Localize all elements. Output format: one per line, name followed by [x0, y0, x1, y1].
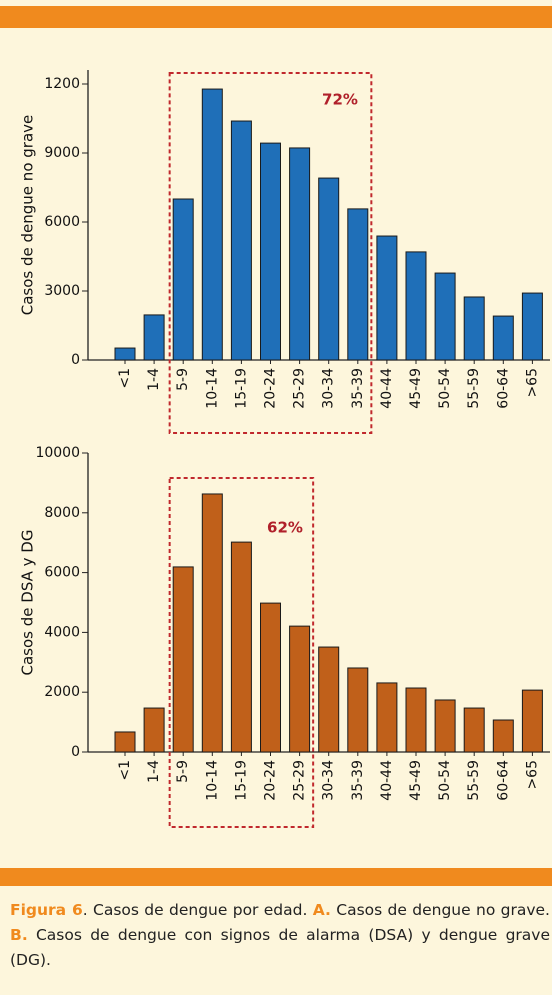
bar — [434, 699, 456, 753]
y-tick-label: 6000 — [44, 214, 80, 230]
caption-text: Casos de dengue con signos de alarma (DS… — [10, 926, 550, 969]
x-tick-label: 50-54 — [437, 760, 453, 801]
bar — [347, 208, 369, 361]
x-tick-label: 55-59 — [466, 760, 482, 801]
bar — [376, 235, 398, 361]
x-tick-label: 1-4 — [146, 368, 162, 391]
caption: Figura 6. Casos de dengue por edad. A. C… — [10, 898, 550, 973]
x-tick-label: 60-64 — [495, 760, 511, 801]
panel-label: B. — [10, 926, 28, 944]
y-axis-label: Casos de DSA y DG — [19, 530, 37, 676]
bar — [405, 687, 427, 753]
x-tick-label: 5-9 — [175, 760, 191, 783]
bar — [114, 731, 136, 753]
y-tick-label: 2000 — [44, 684, 80, 700]
bar — [492, 719, 514, 753]
bar — [434, 272, 456, 361]
bar — [172, 566, 194, 753]
bar — [289, 147, 311, 361]
bar — [405, 251, 427, 361]
top-band — [0, 6, 552, 28]
bar — [463, 296, 485, 361]
x-tick-label: 15-19 — [233, 760, 249, 801]
bar — [143, 314, 165, 361]
x-tick-label: 20-24 — [263, 368, 279, 409]
bar — [260, 602, 281, 753]
annotation: 62% — [267, 519, 303, 537]
bar — [230, 541, 252, 753]
caption-text: Casos de dengue no grave. — [330, 901, 550, 919]
bar — [463, 707, 485, 753]
y-tick-label: 3000 — [44, 283, 80, 299]
bar — [143, 707, 165, 753]
x-tick-label: 45-49 — [408, 760, 424, 801]
x-tick-label: 10-14 — [204, 760, 220, 801]
bar — [521, 292, 543, 361]
x-tick-label: 40-44 — [379, 368, 395, 409]
x-tick-label: 60-64 — [495, 368, 511, 409]
bar — [172, 198, 194, 361]
x-tick-label: 25-29 — [292, 368, 308, 409]
bar — [318, 646, 340, 753]
x-tick-label: >65 — [524, 760, 540, 790]
bar — [318, 177, 340, 361]
x-tick-label: 25-29 — [292, 760, 308, 801]
y-axis-label: Casos de dengue no grave — [19, 115, 37, 315]
x-tick-label: 15-19 — [233, 368, 249, 409]
y-tick-label: 4000 — [44, 624, 80, 640]
y-tick-label: 0 — [71, 744, 80, 760]
x-tick-label: >65 — [524, 368, 540, 398]
y-tick-label: 10000 — [35, 445, 80, 461]
chart: 0 3000 6000 9000 1200 Casos de dengue no grav… — [0, 6, 552, 886]
highlight-box — [168, 477, 315, 828]
bar — [521, 689, 543, 753]
x-tick-label: 40-44 — [379, 760, 395, 801]
y-tick-label: 8000 — [44, 505, 80, 521]
annotation: 72% — [322, 91, 358, 109]
x-tick-label: 35-39 — [350, 760, 366, 801]
y-tick-label: 9000 — [44, 145, 80, 161]
caption-text: . Casos de dengue por edad. — [82, 901, 313, 919]
x-tick-label: 30-34 — [321, 368, 337, 409]
panel-label: A. — [312, 901, 331, 919]
bar — [289, 625, 311, 753]
bar — [260, 142, 281, 361]
highlight-box — [168, 72, 373, 434]
x-tick-label: 50-54 — [437, 368, 453, 409]
bar — [376, 682, 398, 753]
x-tick-label: 5-9 — [175, 368, 191, 391]
x-tick-label: <1 — [117, 368, 133, 389]
x-tick-label: 10-14 — [204, 368, 220, 409]
x-tick-label: 20-24 — [263, 760, 279, 801]
figure-label: Figura 6 — [10, 901, 83, 919]
y-tick-label: 0 — [71, 352, 80, 368]
x-tick-label: 30-34 — [321, 760, 337, 801]
x-tick-label: 35-39 — [350, 368, 366, 409]
x-tick-label: 1-4 — [146, 760, 162, 783]
bar — [230, 120, 252, 361]
y-tick-label: 6000 — [44, 565, 80, 581]
bar — [492, 315, 514, 361]
bar — [201, 88, 223, 361]
x-tick-label: <1 — [117, 760, 133, 781]
y-tick-label: 1200 — [44, 76, 80, 92]
x-tick-label: 45-49 — [408, 368, 424, 409]
bar — [347, 667, 369, 753]
x-tick-label: 55-59 — [466, 368, 482, 409]
bar — [114, 347, 136, 361]
bar — [201, 493, 223, 753]
bottom-band — [0, 868, 552, 886]
